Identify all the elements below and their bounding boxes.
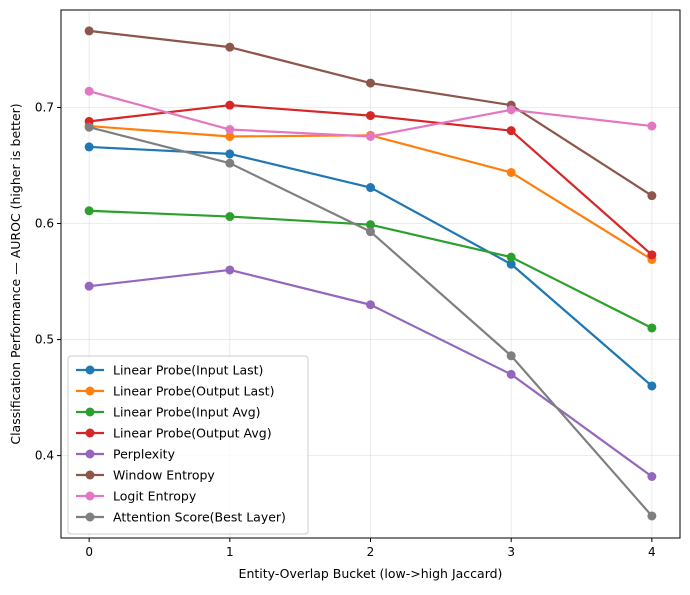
data-point	[225, 149, 235, 159]
data-point	[647, 511, 657, 521]
data-point	[506, 126, 516, 136]
data-point	[647, 471, 657, 481]
legend-item: Linear Probe(Output Avg)	[76, 426, 272, 441]
data-point	[225, 125, 235, 135]
x-tick-label: 1	[226, 545, 234, 559]
legend-label: Logit Entropy	[113, 489, 197, 504]
data-point	[84, 86, 94, 96]
legend-item: Logit Entropy	[76, 489, 197, 504]
legend-marker	[85, 428, 95, 438]
legend-marker	[85, 470, 95, 480]
data-point	[506, 252, 516, 262]
legend-label: Linear Probe(Input Avg)	[113, 405, 261, 420]
legend-item: Linear Probe(Input Avg)	[76, 405, 261, 420]
data-point	[506, 259, 516, 269]
data-point	[225, 42, 235, 52]
data-point	[366, 300, 375, 310]
legend-label: Attention Score(Best Layer)	[113, 510, 286, 525]
x-tick-label: 3	[507, 545, 515, 559]
data-point	[506, 167, 516, 177]
data-point	[366, 227, 375, 237]
data-point	[84, 142, 94, 152]
y-axis-label: Classification Performance — AUROC (high…	[8, 103, 23, 444]
legend-marker	[85, 365, 95, 375]
data-point	[84, 206, 94, 216]
y-tick-label: 0.7	[35, 100, 54, 114]
legend-label: Linear Probe(Output Last)	[113, 384, 274, 399]
legend-label: Linear Probe(Input Last)	[113, 363, 263, 378]
legend-marker	[85, 512, 95, 522]
data-point	[366, 183, 375, 193]
x-tick-label: 2	[367, 545, 375, 559]
data-point	[647, 191, 657, 201]
series-lines	[84, 26, 657, 521]
data-point	[647, 323, 657, 333]
series-3	[84, 206, 657, 333]
x-axis-ticks: 0 1 2 3 4	[85, 538, 656, 559]
data-point	[225, 158, 235, 168]
legend-marker	[85, 407, 95, 417]
legend-item: Window Entropy	[76, 468, 215, 483]
data-point	[366, 220, 375, 230]
data-point	[225, 212, 235, 222]
x-axis-label: Entity-Overlap Bucket (low->high Jaccard…	[239, 566, 503, 581]
legend-item: Linear Probe(Input Last)	[76, 363, 263, 378]
series-4	[84, 100, 657, 260]
data-point	[366, 111, 375, 121]
data-point	[84, 281, 94, 291]
data-point	[84, 26, 94, 36]
data-point	[84, 122, 94, 132]
legend-marker	[85, 386, 95, 396]
data-point	[225, 131, 235, 141]
x-tick-label: 0	[85, 545, 93, 559]
data-point	[506, 369, 516, 379]
data-point	[506, 105, 516, 115]
series-7	[84, 86, 657, 141]
data-point	[366, 78, 375, 88]
y-axis-ticks: 0.4 0.5 0.6 0.7	[35, 100, 61, 463]
legend-item: Perplexity	[76, 447, 176, 462]
legend-box	[67, 355, 309, 535]
legend-label: Linear Probe(Output Avg)	[113, 426, 272, 441]
x-tick-label: 4	[648, 545, 656, 559]
legend-item: Attention Score(Best Layer)	[76, 510, 286, 525]
data-point	[647, 250, 657, 260]
legend-label: Window Entropy	[113, 468, 215, 483]
legend-marker	[85, 491, 95, 501]
series-8	[84, 122, 657, 521]
legend-marker	[85, 449, 95, 459]
legend-label: Perplexity	[113, 447, 176, 462]
data-point	[225, 100, 235, 110]
data-point	[647, 381, 657, 391]
data-point	[506, 351, 516, 361]
y-tick-label: 0.4	[35, 449, 54, 463]
series-6	[84, 26, 657, 201]
legend-item: Linear Probe(Output Last)	[76, 384, 274, 399]
data-point	[225, 265, 235, 275]
data-point	[366, 131, 375, 141]
y-tick-label: 0.6	[35, 217, 54, 231]
y-tick-label: 0.5	[35, 333, 54, 347]
data-point	[647, 121, 657, 131]
legend: Linear Probe(Input Last) Linear Probe(Out…	[67, 355, 309, 535]
